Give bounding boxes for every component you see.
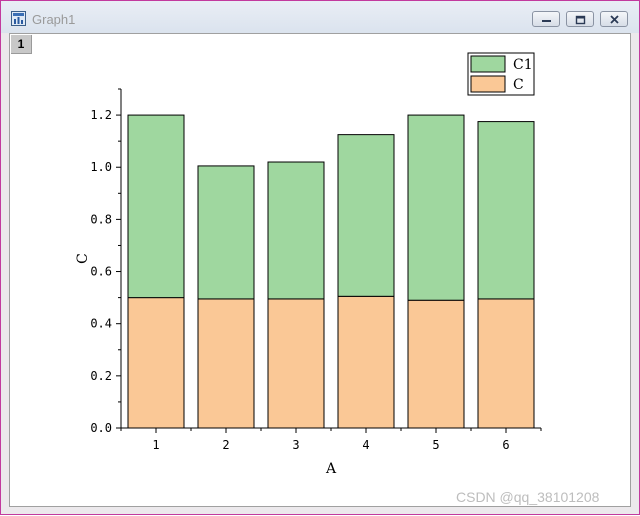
x-axis-title: A [325,461,337,477]
y-tick-label: 1.2 [90,108,112,122]
minimize-icon [542,20,551,22]
bar-c-6 [477,298,535,429]
legend-swatch-c [470,75,506,93]
bar-c1-3 [267,161,325,300]
bar-c-1 [127,297,185,429]
close-icon [610,15,619,24]
restore-icon [575,15,586,25]
y-tick-label: 1.0 [90,160,112,174]
y-tick-label: 0.4 [90,317,112,331]
y-tick-label: 0.6 [90,265,112,279]
bar-c-4 [337,295,395,429]
x-tick-label: 6 [502,438,509,452]
legend-label-c: C [513,77,524,93]
y-tick-label: 0.0 [90,421,112,435]
bar-c1-1 [127,114,185,299]
y-tick-label: 0.8 [90,212,112,226]
watermark: CSDN @qq_38101208 [456,489,600,505]
legend-swatch-c1 [470,55,506,73]
bar-c-2 [197,298,255,429]
bar-c1-5 [407,114,465,301]
x-tick-label: 4 [362,438,369,452]
title-bar[interactable]: Graph1 [1,1,639,33]
minimize-button[interactable] [532,11,560,27]
graph-window-icon [11,11,26,26]
bar-c-3 [267,298,325,429]
x-tick-label: 3 [292,438,299,452]
window-title: Graph1 [32,12,76,27]
bar-c1-6 [477,121,535,300]
layer-tab[interactable]: 1 [11,35,32,54]
x-tick-label: 5 [432,438,439,452]
restore-button[interactable] [566,11,594,27]
y-tick-label: 0.2 [90,369,112,383]
bar-c-5 [407,299,465,429]
bar-c1-4 [337,134,395,297]
y-axis-title: C [75,253,91,264]
x-tick-label: 2 [222,438,229,452]
x-tick-label: 1 [152,438,159,452]
close-button[interactable] [600,11,628,27]
bar-c1-2 [197,165,255,300]
legend-label-c1: C1 [513,57,533,73]
